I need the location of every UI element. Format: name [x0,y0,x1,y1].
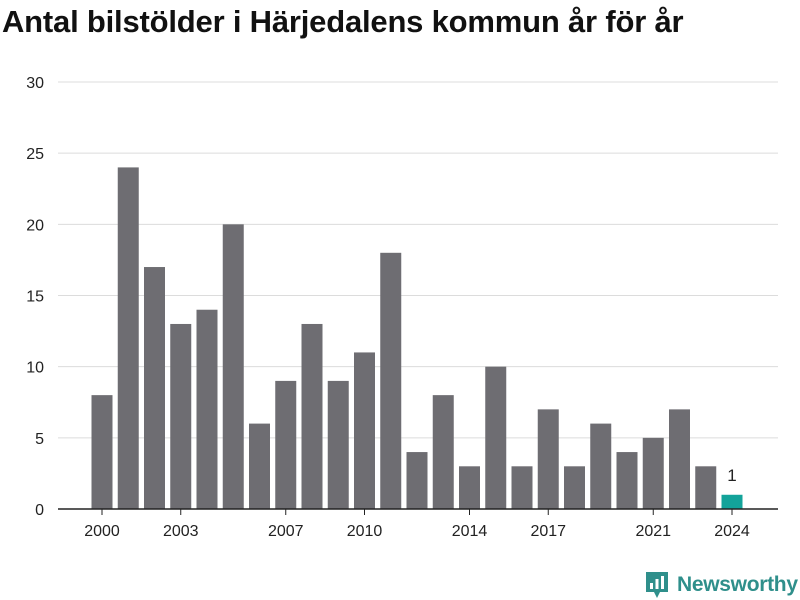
y-tick-label: 15 [26,289,44,306]
y-axis-ticks: 0 5 10 15 20 25 30 [26,75,44,519]
bar-2020 [616,452,638,509]
bar-2010 [354,352,375,509]
bar-2021 [642,437,664,509]
x-tick-label: 2021 [635,523,671,540]
bar-2012 [406,452,428,509]
bar-2018 [564,466,585,509]
gridlines [58,81,778,439]
data-labels: 1 [727,466,736,485]
bar-2007 [275,380,297,509]
bar-2001 [117,167,139,509]
x-tick-label: 2024 [714,523,750,540]
bar-2016 [511,466,533,509]
newsworthy-logo-text: Newsworthy [677,573,798,596]
bar-2017 [537,409,559,509]
newsworthy-logo-icon [646,572,668,598]
x-tick-label: 2010 [347,523,383,540]
bar-2009 [327,380,349,509]
bar-2013 [432,395,454,509]
x-tick-label: 2000 [84,523,120,540]
bar-2015 [485,366,507,509]
x-axis: 2000 2003 2007 2010 2014 2017 2021 2024 [58,508,778,540]
y-tick-label: 0 [35,502,44,519]
y-tick-label: 30 [26,75,44,92]
bar-2005 [222,224,244,510]
y-tick-label: 10 [26,360,44,377]
bar-2004 [196,309,218,509]
x-tick-label: 2007 [268,523,304,540]
x-tick-label: 2017 [530,523,566,540]
data-label-2024: 1 [727,466,736,485]
y-tick-label: 20 [26,217,44,234]
y-tick-label: 5 [35,431,44,448]
chart-title: Antal bilstölder i Härjedalens kommun år… [2,4,684,39]
bar-2000 [91,395,113,509]
bar-2011 [380,252,402,510]
bar-2002 [144,267,165,509]
bars [91,167,743,510]
y-tick-label: 25 [26,146,44,163]
bar-2024 [721,494,743,509]
bar-2019 [590,423,612,509]
bar-2022 [669,409,690,509]
bar-2014 [459,466,480,509]
bar-2023 [695,466,717,509]
x-tick-label: 2014 [452,523,488,540]
x-tick-label: 2003 [163,523,199,540]
newsworthy-logo: Newsworthy [644,570,798,600]
bar-2006 [249,423,270,509]
bar-2003 [170,323,192,509]
bar-2008 [301,323,323,509]
